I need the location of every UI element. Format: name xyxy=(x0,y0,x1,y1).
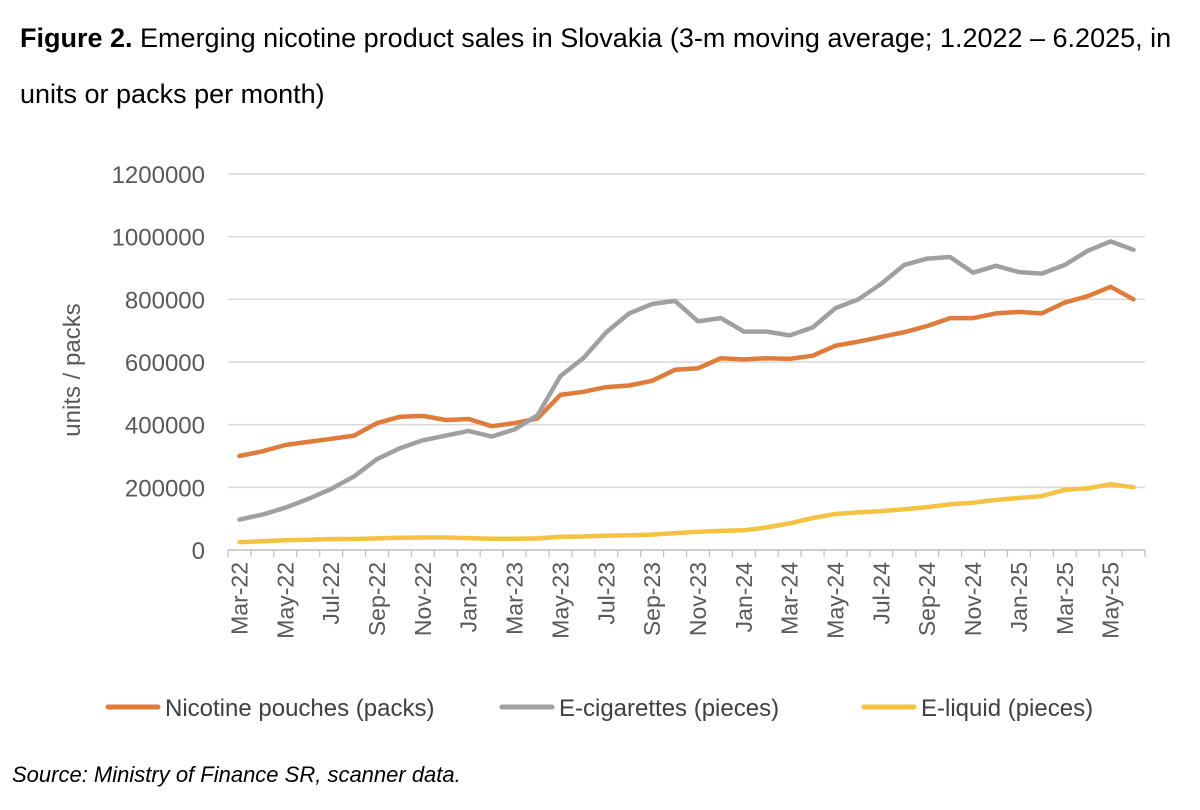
x-tick-label: Jul-23 xyxy=(593,562,619,625)
x-tick-label: Nov-23 xyxy=(685,562,711,636)
x-tick-label: May-24 xyxy=(823,562,849,639)
legend-label-1: Nicotine pouches (packs) xyxy=(165,695,434,722)
x-tick-label: Jan-24 xyxy=(731,562,757,633)
y-axis-label: units / packs xyxy=(59,303,86,436)
x-tick-label: May-23 xyxy=(547,562,573,639)
y-tick-label: 600000 xyxy=(125,350,205,377)
x-tick-label: Jul-22 xyxy=(318,562,344,625)
source-note: Source: Ministry of Finance SR, scanner … xyxy=(12,762,461,787)
series-lines xyxy=(237,239,1136,545)
y-tick-label: 1200000 xyxy=(112,162,205,189)
x-tick-label: Mar-25 xyxy=(1052,562,1078,635)
series-line-2 xyxy=(237,239,1136,522)
x-axis: Mar-22 May-22 Jul-22 Sep-22 Nov-22 Jan-23 Mar-… xyxy=(226,549,1146,639)
figure-title-text: Emerging nicotine product sales in Slova… xyxy=(20,23,1172,109)
x-tick-label: Nov-22 xyxy=(410,562,436,636)
x-tick-label: Mar-22 xyxy=(226,562,252,635)
gridlines xyxy=(228,173,1145,489)
x-tick-label: Sep-24 xyxy=(914,562,940,636)
x-tick-label: Jan-23 xyxy=(456,562,482,632)
x-tick-label: Jan-25 xyxy=(1006,562,1032,632)
x-tick-label: May-25 xyxy=(1098,562,1124,639)
x-tick-label: Mar-24 xyxy=(777,562,803,635)
legend-label-3: E-liquid (pieces) xyxy=(921,695,1093,722)
y-tick-label: 800000 xyxy=(125,287,205,314)
y-tick-label: 200000 xyxy=(125,475,205,502)
y-tick-label: 0 xyxy=(192,538,205,565)
x-tick-label: Nov-24 xyxy=(960,562,986,636)
x-tick-label: May-22 xyxy=(272,562,298,639)
figure-label: Figure 2. xyxy=(20,23,133,53)
x-tick-label: Sep-23 xyxy=(639,562,665,636)
y-axis: 0 200000 400000 600000 800000 1000000 1200000 xyxy=(112,162,205,565)
y-tick-label: 400000 xyxy=(125,413,205,440)
figure-title: Figure 2. Emerging nicotine product sale… xyxy=(20,10,1190,122)
x-tick-label: Jul-24 xyxy=(868,562,894,625)
legend: Nicotine pouches (packs) E-cigarettes (pi… xyxy=(105,695,1093,722)
series-line-3 xyxy=(237,481,1136,545)
series-line-1 xyxy=(237,284,1136,459)
x-tick-label: Sep-22 xyxy=(364,562,390,636)
y-tick-label: 1000000 xyxy=(112,225,205,252)
x-tick-label: Mar-23 xyxy=(502,562,528,635)
legend-label-2: E-cigarettes (pieces) xyxy=(559,695,779,722)
